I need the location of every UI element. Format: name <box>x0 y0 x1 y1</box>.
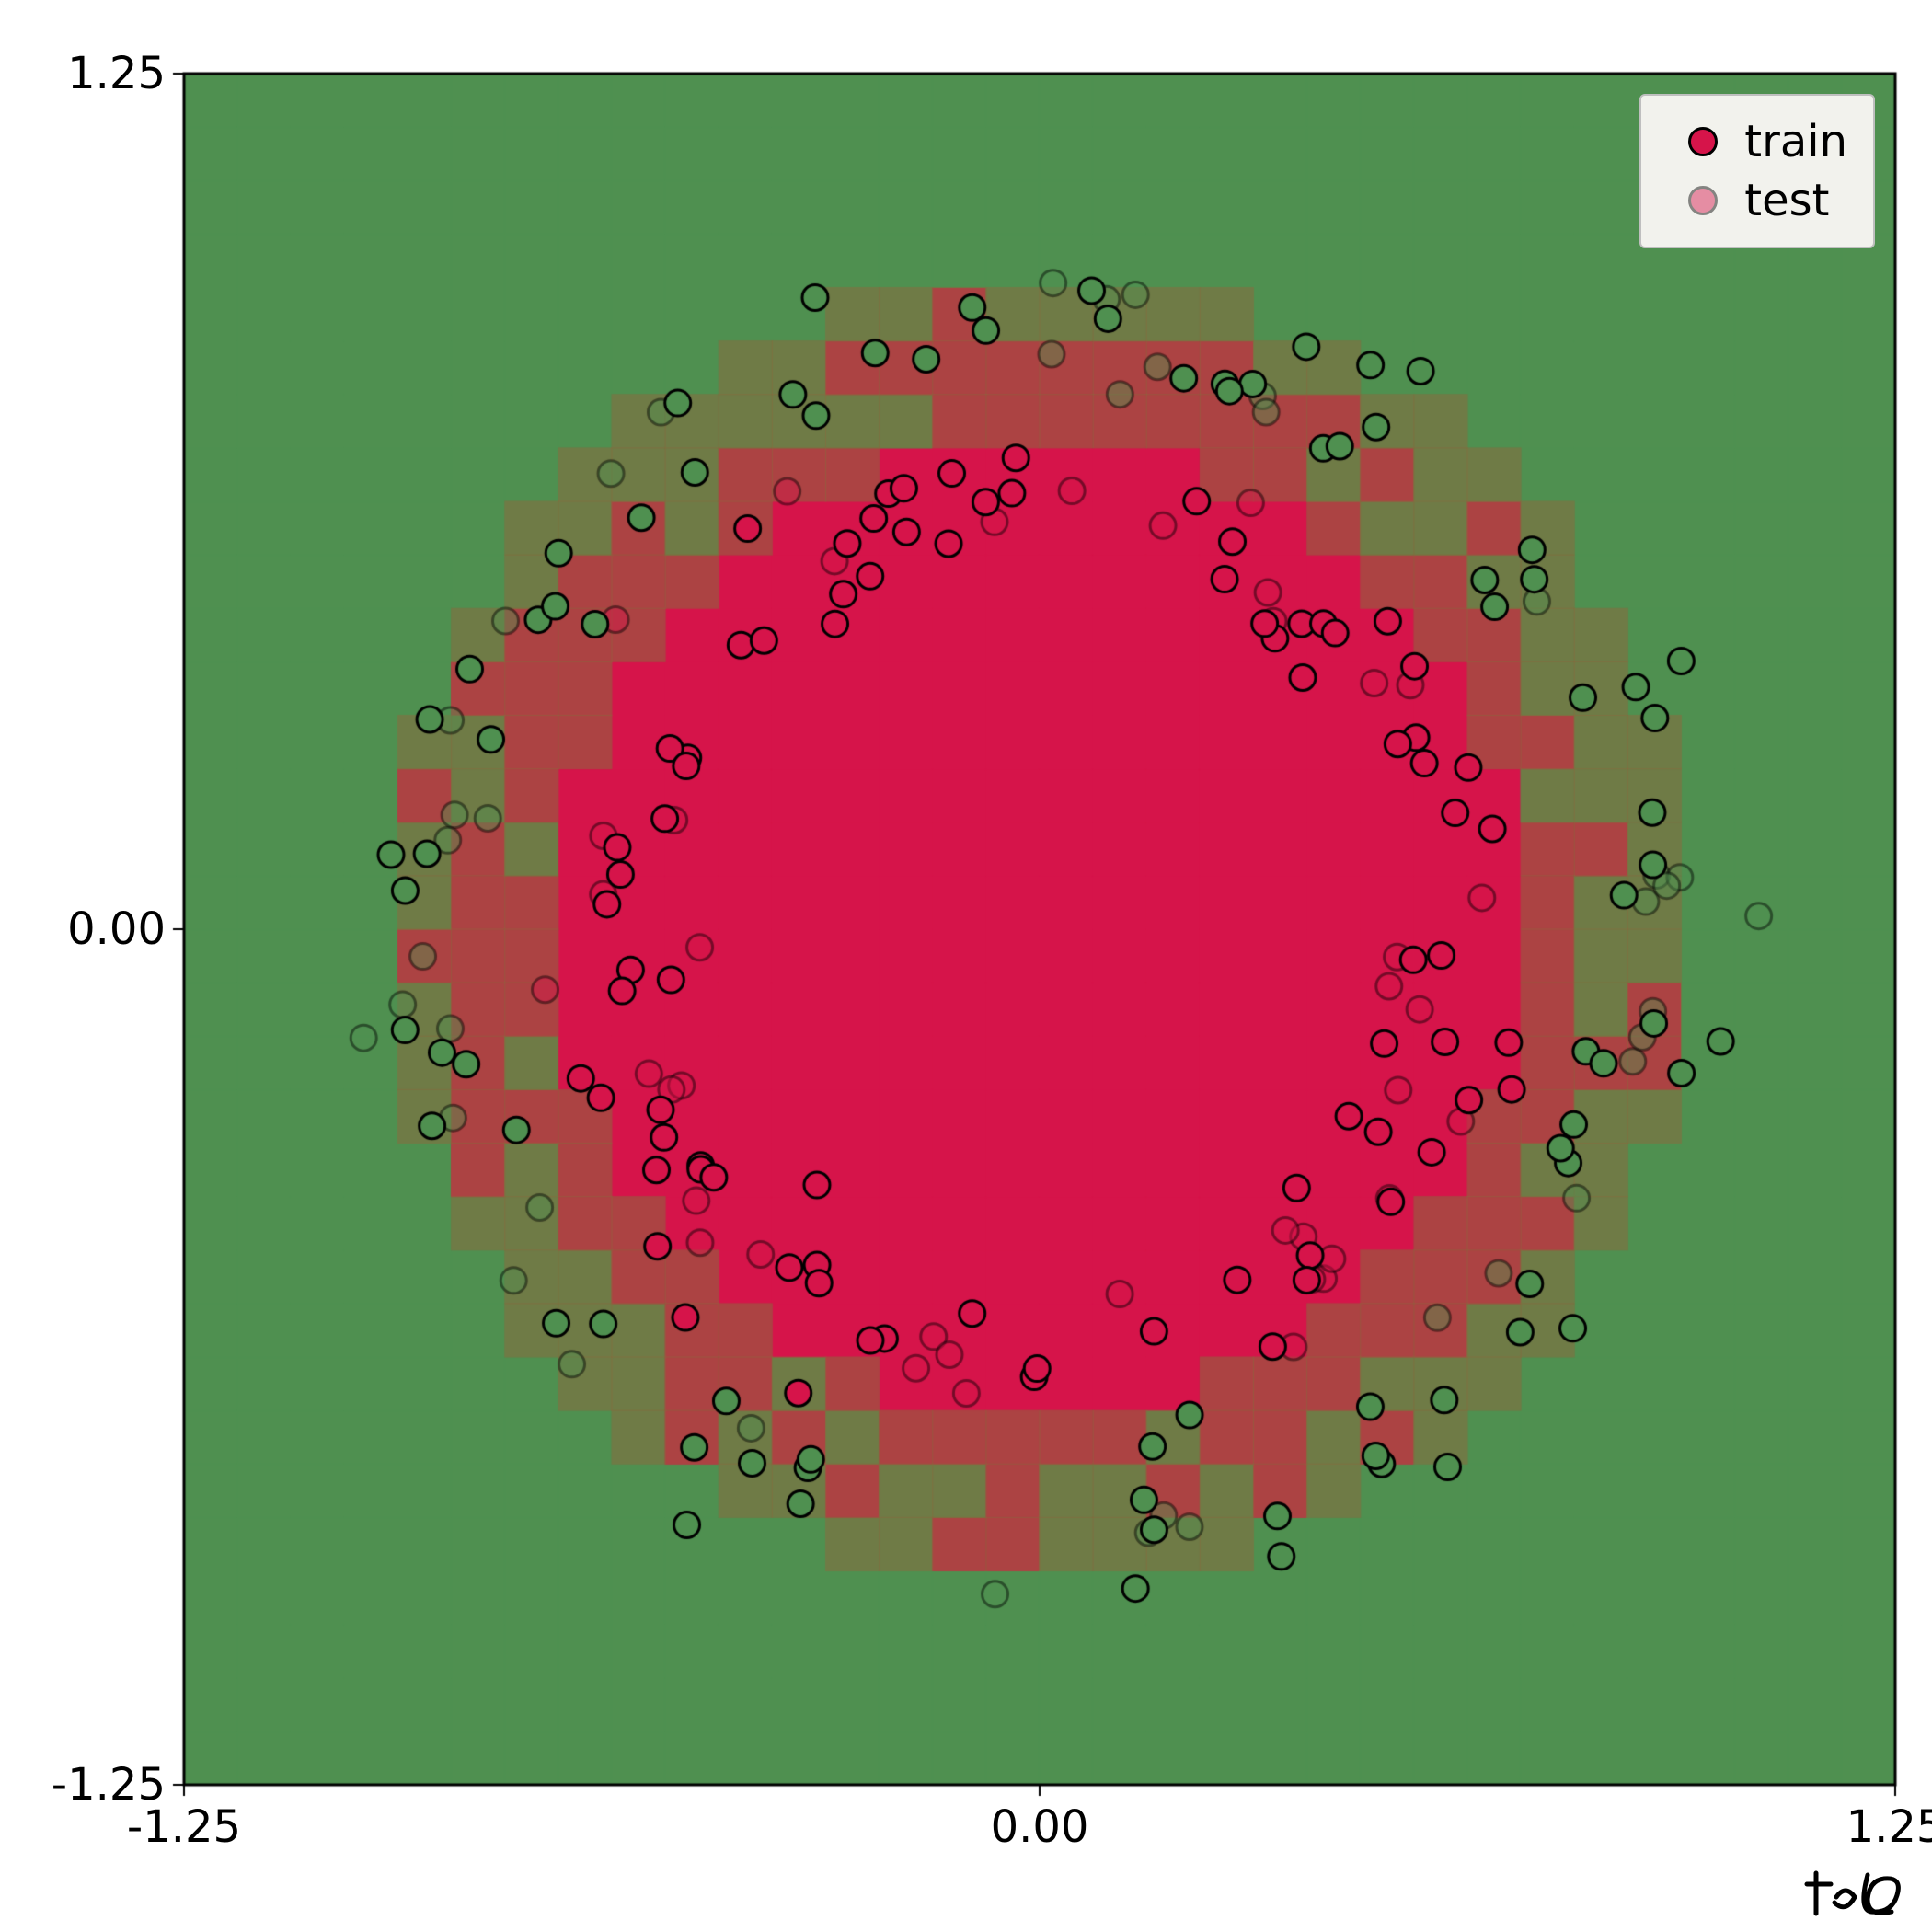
x-tick-label-1: 0.00 <box>991 1801 1089 1853</box>
legend-label-train: train <box>1744 116 1847 167</box>
legend-swatch-test <box>1688 186 1718 215</box>
y-tick-label-2: 1.25 <box>67 48 166 99</box>
legend-label-test: test <box>1744 175 1829 226</box>
x-tick-label-2: 1.25 <box>1846 1801 1932 1853</box>
author-signature <box>1803 1857 1923 1930</box>
chart-container: -1.25 0.00 1.25 -1.25 0.00 1.25 train te… <box>0 0 1932 1932</box>
y-tick-label-1: 0.00 <box>67 903 166 955</box>
legend-entry-train: train <box>1662 112 1847 171</box>
classification-scatter-heatmap <box>0 0 1932 1932</box>
y-tick-label-0: -1.25 <box>52 1759 166 1811</box>
legend-entry-test: test <box>1662 171 1847 230</box>
legend-swatch-train <box>1688 127 1718 156</box>
legend: train test <box>1639 94 1875 248</box>
